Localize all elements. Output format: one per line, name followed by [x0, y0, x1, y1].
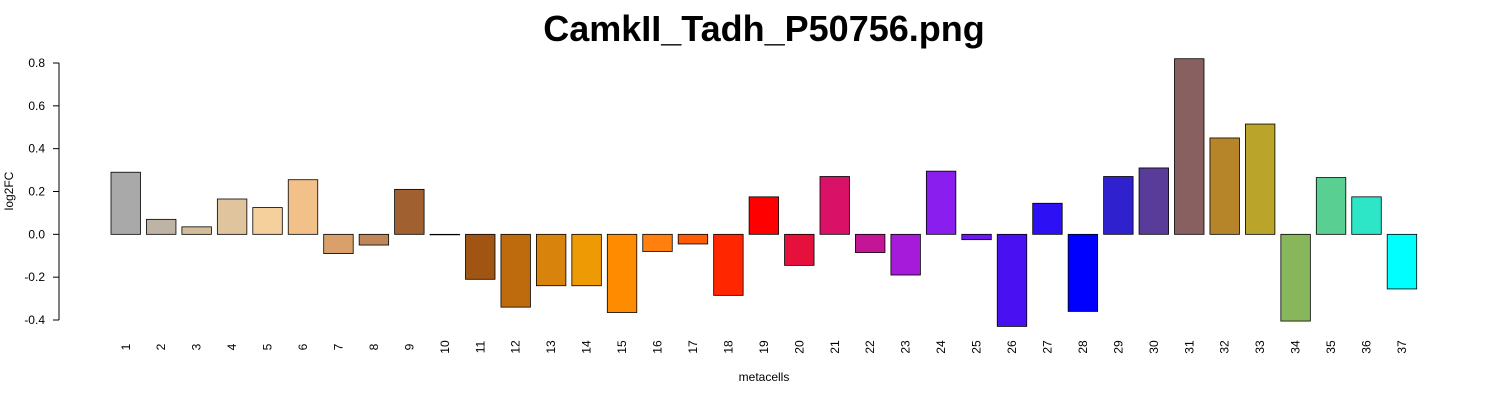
x-tick-label: 32 [1218, 340, 1232, 354]
x-tick-label: 28 [1076, 340, 1090, 354]
x-tick-label: 22 [863, 340, 877, 354]
bar-14 [571, 233, 602, 287]
x-tick-label: 21 [828, 340, 842, 354]
bar-25 [961, 233, 992, 241]
x-tick-label: 33 [1253, 340, 1267, 354]
bar-23 [890, 233, 921, 276]
bar-27 [1032, 202, 1063, 235]
x-tick-label: 1 [119, 343, 133, 350]
x-tick-label: 14 [580, 340, 594, 354]
x-tick-label: 12 [509, 340, 523, 354]
bar-2 [146, 218, 177, 235]
x-tick-label: 34 [1289, 340, 1303, 354]
x-tick-label: 3 [190, 343, 204, 350]
x-tick-label: 30 [1147, 340, 1161, 354]
y-tick-label: 0.2 [28, 185, 45, 199]
bar-35 [1315, 177, 1347, 235]
bar-17 [677, 233, 709, 245]
x-tick-label: 23 [899, 340, 913, 354]
bar-6 [287, 179, 319, 235]
bar-1 [110, 171, 141, 235]
y-axis: -0.4 -0.2 0.0 0.2 0.4 0.6 0.8 [24, 56, 60, 327]
bar-13 [536, 233, 567, 287]
bar-20 [784, 233, 815, 266]
y-tick-label: 0.0 [28, 227, 45, 241]
x-tick-label: 25 [970, 340, 984, 354]
bar-3 [181, 226, 212, 235]
x-tick-label: 20 [792, 340, 806, 354]
chart-title: CamkII_Tadh_P50756.png [543, 8, 985, 49]
bar-10 [429, 233, 460, 236]
bar-21 [819, 176, 850, 235]
bar-9 [394, 188, 425, 235]
x-tick-label: 10 [438, 340, 452, 354]
bar-32 [1209, 137, 1240, 235]
x-tick-label: 35 [1324, 340, 1338, 354]
x-tick-label: 26 [1005, 340, 1019, 354]
x-tick-label: 11 [473, 340, 487, 353]
x-axis-title: metacells [739, 370, 790, 384]
x-tick-label: 15 [615, 340, 629, 354]
x-tick-label: 19 [757, 340, 771, 354]
bar-19 [748, 196, 779, 235]
bar-37 [1386, 233, 1418, 290]
bar-18 [713, 233, 744, 296]
x-tick-label: 9 [402, 343, 416, 350]
bar-30 [1138, 167, 1169, 235]
x-tick-label: 16 [651, 340, 665, 354]
y-axis-title: log2FC [2, 171, 16, 210]
x-tick-label: 13 [544, 340, 558, 354]
x-tick-label: 8 [367, 343, 381, 350]
x-tick-label: 18 [721, 340, 735, 354]
bar-36 [1351, 196, 1382, 235]
x-tick-label: 29 [1111, 340, 1125, 354]
bar-5 [252, 207, 283, 235]
y-tick-label: 0.8 [28, 56, 45, 70]
bar-15 [606, 233, 638, 313]
x-tick-labels: 1 2 3 4 5 6 7 8 9 10 11 12 13 14 15 16 17 18 19 20 21 22 23 24 2… [119, 340, 1409, 354]
x-tick-label: 31 [1182, 340, 1196, 354]
y-tick-label: 0.6 [28, 99, 45, 113]
bar-24 [925, 170, 957, 235]
x-tick-label: 37 [1395, 340, 1409, 354]
bar-22 [855, 233, 886, 253]
x-tick-label: 36 [1360, 340, 1374, 354]
bar-34 [1280, 233, 1311, 322]
bar-28 [1067, 233, 1099, 312]
bar-8 [358, 233, 390, 246]
y-tick-label: -0.4 [24, 313, 45, 327]
bar-11 [465, 233, 496, 280]
bar-29 [1103, 176, 1134, 235]
bar-16 [642, 233, 673, 252]
x-tick-label: 2 [154, 343, 168, 350]
x-tick-label: 4 [225, 343, 239, 350]
bar-26 [996, 233, 1028, 327]
bar-33 [1245, 123, 1276, 235]
bars [110, 58, 1418, 327]
x-tick-label: 24 [934, 340, 948, 354]
bar-31 [1174, 58, 1205, 235]
bar-12 [500, 233, 531, 308]
x-tick-label: 5 [261, 343, 275, 350]
x-tick-label: 7 [331, 343, 345, 350]
bar-4 [216, 198, 248, 235]
x-tick-label: 17 [686, 340, 700, 354]
y-tick-label: 0.4 [28, 142, 45, 156]
x-tick-label: 6 [296, 343, 310, 350]
x-tick-label: 27 [1040, 340, 1054, 354]
bar-7 [323, 233, 354, 255]
y-tick-label: -0.2 [24, 270, 45, 284]
